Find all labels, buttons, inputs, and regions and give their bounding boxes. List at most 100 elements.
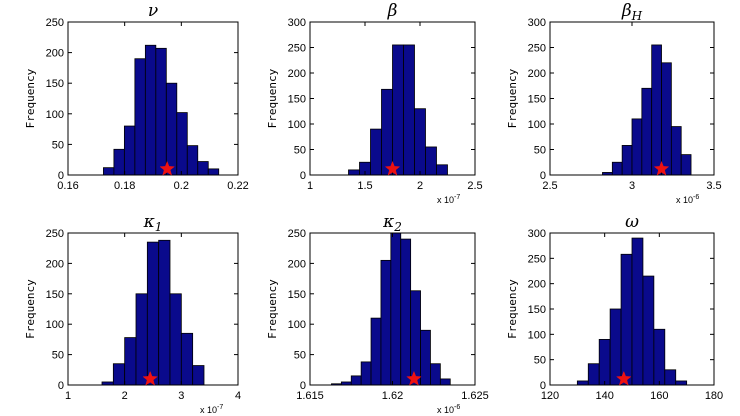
histogram-panel-1: 0 50 100 150 200 250 0.16 0.18 0.2 0.22 Frequency ν [24, 1, 249, 192]
x-tick-label: 3 [629, 180, 635, 192]
y-tick-label: 50 [294, 350, 306, 362]
histogram-panel-6: 0 50 100 150 200 250 300 120 140 160 180 Frequency ω [506, 212, 723, 402]
panel-title: κ1 [143, 212, 163, 234]
x-tick-label: 0.2 [174, 180, 189, 192]
histogram-bar [414, 108, 426, 176]
histogram-bar [576, 380, 589, 386]
x-tick-label: 1 [307, 180, 313, 192]
y-tick-label: 250 [46, 228, 64, 240]
y-tick-label: 300 [528, 17, 546, 29]
x-tick-label: 1.625 [461, 390, 489, 402]
y-tick-label: 100 [288, 319, 306, 331]
y-tick-label: 150 [46, 78, 64, 90]
histogram-bar [430, 363, 441, 386]
y-tick-label: 150 [288, 94, 306, 106]
x-axis-multiplier: x 10-7 [437, 194, 460, 205]
y-tick-label: 250 [528, 253, 546, 265]
histogram-bar [348, 169, 360, 176]
true-value-star-icon [384, 160, 401, 176]
y-axis-label: Frequency [24, 279, 37, 339]
histogram-bar [370, 128, 382, 176]
histogram-bar [186, 145, 199, 176]
x-tick-label: 160 [650, 390, 668, 402]
x-tick-label: 1 [65, 390, 71, 402]
x-tick-label: 1.615 [296, 390, 324, 402]
histogram-bar [642, 275, 655, 386]
y-tick-label: 100 [46, 319, 64, 331]
histogram-bar [620, 253, 633, 386]
multiplier-base: x 10 [676, 195, 693, 205]
histogram-bar [611, 161, 623, 176]
y-tick-label: 0 [58, 170, 64, 182]
multiplier-base: x 10 [200, 405, 217, 415]
y-tick-label: 200 [288, 258, 306, 270]
histogram-bar [134, 58, 146, 176]
x-tick-label: 180 [705, 390, 723, 402]
panel-title: βH [621, 1, 643, 23]
x-axis-multiplier: x 10-6 [437, 404, 460, 415]
histogram-bar [392, 44, 404, 176]
true-value-star-icon [159, 160, 175, 176]
histogram-bar [207, 168, 220, 176]
histogram-bar [146, 241, 160, 386]
histogram-bar [124, 337, 137, 386]
histogram-bar [135, 293, 148, 386]
y-tick-label: 50 [52, 139, 64, 151]
panel-title: κ2 [382, 212, 402, 234]
y-tick-label: 0 [540, 170, 546, 182]
x-tick-label: 0.18 [114, 180, 135, 192]
panel-title: β [387, 1, 398, 21]
y-tick-label: 0 [300, 170, 306, 182]
y-tick-label: 100 [46, 109, 64, 121]
histogram-bar [651, 44, 662, 176]
histogram-bar [598, 338, 611, 386]
y-tick-label: 250 [528, 43, 546, 55]
y-tick-label: 250 [46, 17, 64, 29]
y-tick-label: 300 [288, 17, 306, 29]
histogram-bar [370, 317, 382, 386]
x-tick-label: 1.62 [382, 390, 403, 402]
y-tick-label: 150 [46, 289, 64, 301]
histogram-bar [631, 237, 644, 386]
x-tick-label: 4 [235, 390, 241, 402]
x-tick-label: 120 [541, 390, 559, 402]
histogram-bar [169, 293, 182, 386]
panel-title-subscript: 1 [155, 220, 163, 234]
y-tick-label: 50 [534, 355, 546, 367]
histogram-bar [112, 363, 126, 386]
y-tick-label: 0 [540, 380, 546, 392]
histogram-panel-5: 0 50 100 150 200 250 1.615 1.62 1.625 Frequency κ2… [266, 212, 489, 415]
x-tick-label: 140 [595, 390, 613, 402]
y-axis-label: Frequency [266, 279, 279, 339]
histogram-bar [360, 361, 372, 386]
histogram-bar [123, 125, 136, 176]
histogram-bar [192, 365, 205, 386]
multiplier-base: x 10 [437, 195, 454, 205]
histogram-bar [144, 44, 157, 176]
x-tick-label: 3 [178, 390, 184, 402]
multiplier-exponent: -6 [454, 404, 460, 411]
multiplier-exponent: -6 [693, 194, 699, 201]
histogram-bar [425, 146, 437, 176]
y-tick-label: 100 [528, 119, 546, 131]
y-axis-label: Frequency [24, 68, 37, 128]
histogram-bar [380, 259, 392, 386]
y-tick-label: 100 [288, 119, 306, 131]
histogram-bar [103, 167, 115, 176]
x-tick-label: 1.5 [357, 180, 372, 192]
y-tick-label: 100 [528, 329, 546, 341]
x-tick-label: 0.16 [57, 180, 78, 192]
x-tick-label: 0.22 [227, 180, 248, 192]
multiplier-base: x 10 [437, 405, 454, 415]
x-tick-label: 3.5 [706, 180, 721, 192]
histogram-bar [381, 88, 393, 176]
histogram-bar [631, 118, 643, 176]
panel-title-symbol: ν [148, 1, 158, 21]
multiplier-exponent: -7 [217, 404, 223, 411]
panel-title-symbol: β [387, 1, 398, 21]
y-tick-label: 300 [528, 228, 546, 240]
true-value-star-icon [653, 160, 670, 176]
y-tick-label: 150 [528, 94, 546, 106]
